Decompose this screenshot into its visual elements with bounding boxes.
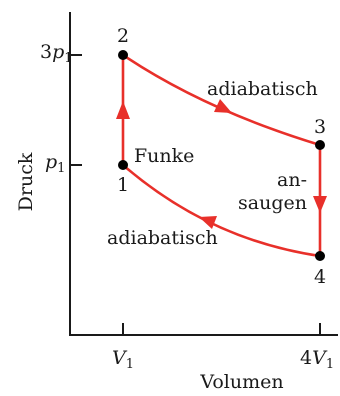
y-tick-label-3p1: 3p1 [40,41,73,66]
adiabatic-lower-annotation: adiabatisch [107,227,218,249]
intake-annotation-line1: an- [277,169,307,191]
spark-annotation: Funke [134,145,194,167]
arrow-2-3 [214,99,232,113]
state-point-1 [118,160,128,170]
x-tick-label-v1: V1 [112,347,134,372]
process-2-3 [122,53,321,147]
arrow-3-4 [313,196,327,213]
point-label-1: 1 [117,174,129,196]
state-point-3 [315,140,325,150]
x-axis-label: Volumen [199,371,283,393]
process-4-1 [122,164,321,258]
point-label-4: 4 [314,266,326,288]
point-label-2: 2 [117,25,129,47]
y-tick-label-p1: p1 [45,151,65,176]
intake-annotation-line2: saugen [238,192,307,214]
point-label-3: 3 [314,116,326,138]
y-axis-label: Druck [15,152,37,211]
state-point-4 [315,251,325,261]
state-point-2 [118,50,128,60]
arrow-4-1 [199,216,217,229]
arrow-1-2 [116,101,130,119]
adiabatic-upper-annotation: adiabatisch [207,78,318,100]
x-tick-label-4v1: 4V1 [300,347,334,372]
